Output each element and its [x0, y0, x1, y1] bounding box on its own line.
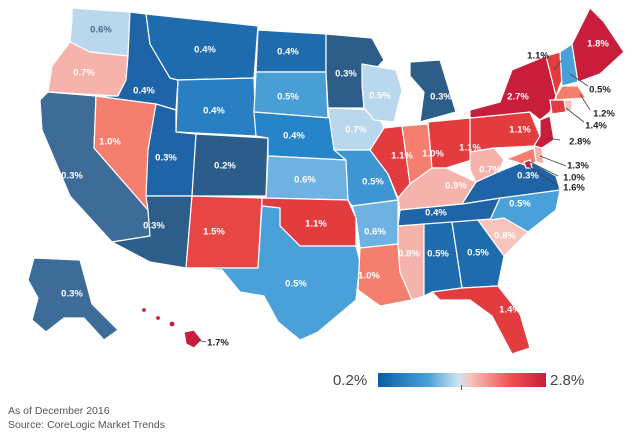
label-nh: 0.5% — [589, 85, 611, 96]
legend-min-label: 0.2% — [333, 372, 368, 389]
label-ut: 0.3% — [155, 153, 177, 164]
label-sd: 0.5% — [277, 92, 299, 103]
label-nv: 1.0% — [99, 137, 121, 148]
label-mt: 0.4% — [194, 45, 216, 56]
leader-line — [553, 59, 563, 71]
label-nd: 0.4% — [277, 47, 299, 58]
state-tx — [185, 205, 361, 341]
label-dc: 1.6% — [563, 183, 585, 194]
leader-line — [529, 161, 559, 177]
label-ny: 2.7% — [507, 92, 529, 103]
label-md: 1.0% — [563, 173, 585, 184]
label-hi: 1.7% — [207, 338, 229, 349]
state-me — [571, 7, 625, 83]
state-wi — [361, 63, 403, 123]
footnote-date: As of December 2016 — [8, 405, 110, 417]
state-mi — [409, 59, 457, 123]
label-ca: 0.3% — [61, 171, 83, 182]
label-wv: 0.7% — [479, 165, 501, 176]
label-me: 1.8% — [587, 39, 609, 50]
legend-midpoint-tick — [461, 385, 462, 390]
state-ma — [555, 85, 587, 101]
label-wa: 0.6% — [90, 25, 112, 36]
state-ri — [563, 99, 573, 113]
label-ky: 0.9% — [445, 181, 467, 192]
label-fl: 1.4% — [499, 305, 521, 316]
state-hi — [183, 329, 203, 349]
state-oh — [427, 117, 473, 169]
label-az: 0.3% — [143, 221, 165, 232]
state-fl — [431, 285, 531, 355]
label-sc: 0.8% — [494, 231, 516, 242]
leader-line — [527, 165, 559, 187]
legend-max-label: 2.8% — [550, 372, 585, 389]
label-or: 0.7% — [73, 68, 95, 79]
label-ma: 1.2% — [593, 109, 615, 120]
state-ga — [451, 219, 505, 289]
label-la: 1.0% — [358, 271, 380, 282]
label-ms: 0.8% — [398, 249, 420, 260]
state-ny — [469, 55, 557, 121]
label-nc: 0.5% — [509, 199, 531, 210]
label-pa: 1.1% — [509, 125, 531, 136]
state-ar — [351, 199, 399, 249]
leader-line — [569, 73, 589, 87]
label-vt: 1.1% — [527, 51, 549, 62]
state-ak — [27, 257, 119, 341]
leader-line — [195, 339, 207, 343]
label-ct: 1.4% — [585, 121, 607, 132]
label-nj: 2.8% — [569, 137, 591, 148]
label-ga: 0.5% — [467, 248, 489, 259]
label-de: 1.3% — [567, 161, 589, 172]
label-oh: 1.1% — [459, 143, 481, 154]
label-mi: 0.3% — [430, 92, 452, 103]
state-ct — [549, 99, 567, 115]
label-mn: 0.3% — [335, 69, 357, 80]
leader-line — [579, 93, 591, 111]
label-in: 1.0% — [422, 149, 444, 160]
leader-line — [539, 155, 567, 167]
state-hi-island — [140, 306, 148, 314]
label-ok: 1.1% — [305, 219, 327, 230]
label-nm: 1.5% — [203, 227, 225, 238]
leader-line — [565, 107, 585, 123]
label-wi: 0.5% — [369, 91, 391, 102]
label-co: 0.2% — [214, 161, 236, 172]
label-va: 0.3% — [517, 171, 539, 182]
label-ar: 0.6% — [364, 227, 386, 238]
footnote-source: Source: CoreLogic Market Trends — [8, 419, 165, 431]
leader-line — [547, 137, 561, 141]
label-tx: 0.5% — [285, 279, 307, 290]
state-hi-island — [154, 314, 162, 322]
label-id: 0.4% — [133, 86, 155, 97]
label-al: 0.5% — [427, 249, 449, 260]
label-ak: 0.3% — [61, 289, 83, 300]
label-tn: 0.4% — [425, 208, 447, 219]
state-hi-island — [168, 320, 176, 328]
label-mo: 0.5% — [362, 177, 384, 188]
label-il: 1.1% — [391, 151, 413, 162]
state-dc — [523, 159, 533, 169]
label-wy: 0.4% — [203, 106, 225, 117]
label-ks: 0.6% — [294, 175, 316, 186]
legend-color-scale — [378, 373, 546, 387]
label-ia: 0.7% — [345, 125, 367, 136]
label-ne: 0.4% — [283, 131, 305, 142]
